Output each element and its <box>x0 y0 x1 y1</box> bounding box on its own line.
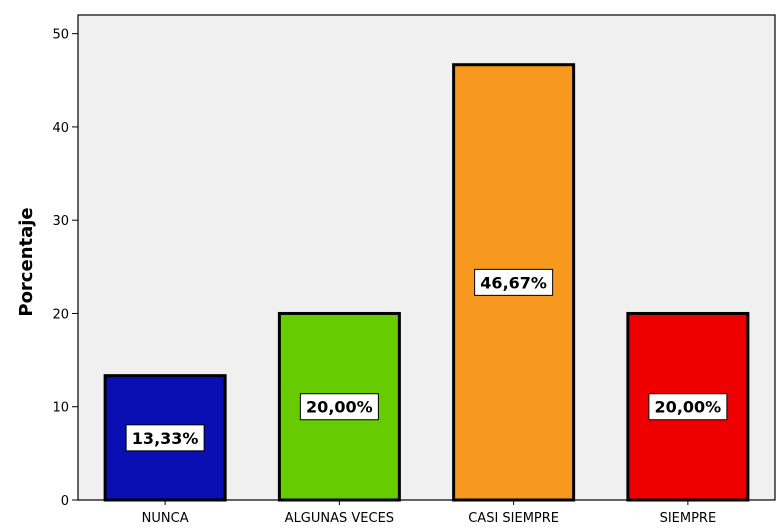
y-tick-label: 10 <box>52 401 69 416</box>
x-tick-label: ALGUNAS VECES <box>285 511 394 526</box>
y-axis: 0 10 20 30 40 50 <box>52 28 78 509</box>
data-label: 46,67% <box>480 273 547 292</box>
y-tick-label: 40 <box>52 121 69 136</box>
y-tick-label: 50 <box>52 28 69 43</box>
x-tick-label: SIEMPRE <box>660 511 717 526</box>
data-label: 20,00% <box>306 398 373 417</box>
y-axis-label: Porcentaje <box>16 207 37 316</box>
x-tick-label: NUNCA <box>142 511 189 526</box>
data-label: 20,00% <box>655 398 722 417</box>
y-tick-label: 30 <box>52 214 69 229</box>
x-axis: NUNCA ALGUNAS VECES CASI SIEMPRE SIEMPRE <box>142 500 717 526</box>
data-label: 13,33% <box>132 429 199 448</box>
y-tick-label: 20 <box>52 307 69 322</box>
x-tick-label: CASI SIEMPRE <box>468 511 559 526</box>
y-tick-label: 0 <box>61 494 69 509</box>
